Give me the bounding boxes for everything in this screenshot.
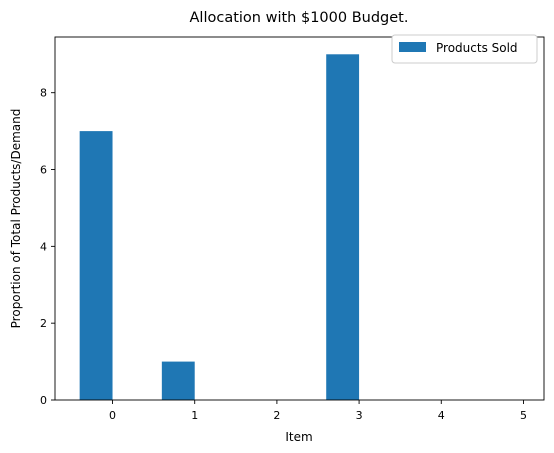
bar — [80, 131, 113, 400]
y-tick-label: 6 — [40, 164, 47, 177]
y-tick-label: 0 — [40, 394, 47, 407]
y-tick-label: 4 — [40, 240, 47, 253]
y-tick-label: 2 — [40, 317, 47, 330]
y-ticks: 0 2 4 6 8 — [40, 87, 55, 407]
x-tick-label: 3 — [356, 409, 363, 422]
legend: Products Sold — [392, 35, 537, 63]
bars — [80, 54, 359, 400]
x-tick-label: 0 — [109, 409, 116, 422]
y-axis-label: Proportion of Total Products/Demand — [9, 109, 23, 329]
x-tick-label: 4 — [438, 409, 445, 422]
chart-title: Allocation with $1000 Budget. — [190, 10, 409, 26]
y-tick-label: 8 — [40, 87, 47, 100]
bar — [162, 362, 195, 400]
x-axis-label: Item — [285, 430, 312, 444]
bar — [326, 54, 359, 400]
legend-label: Products Sold — [436, 41, 518, 55]
x-tick-label: 1 — [191, 409, 198, 422]
plot-frame — [55, 37, 544, 400]
x-tick-label: 5 — [520, 409, 527, 422]
x-tick-label: 2 — [273, 409, 280, 422]
legend-swatch — [399, 42, 426, 52]
x-ticks: 0 1 2 3 4 5 — [109, 400, 527, 422]
